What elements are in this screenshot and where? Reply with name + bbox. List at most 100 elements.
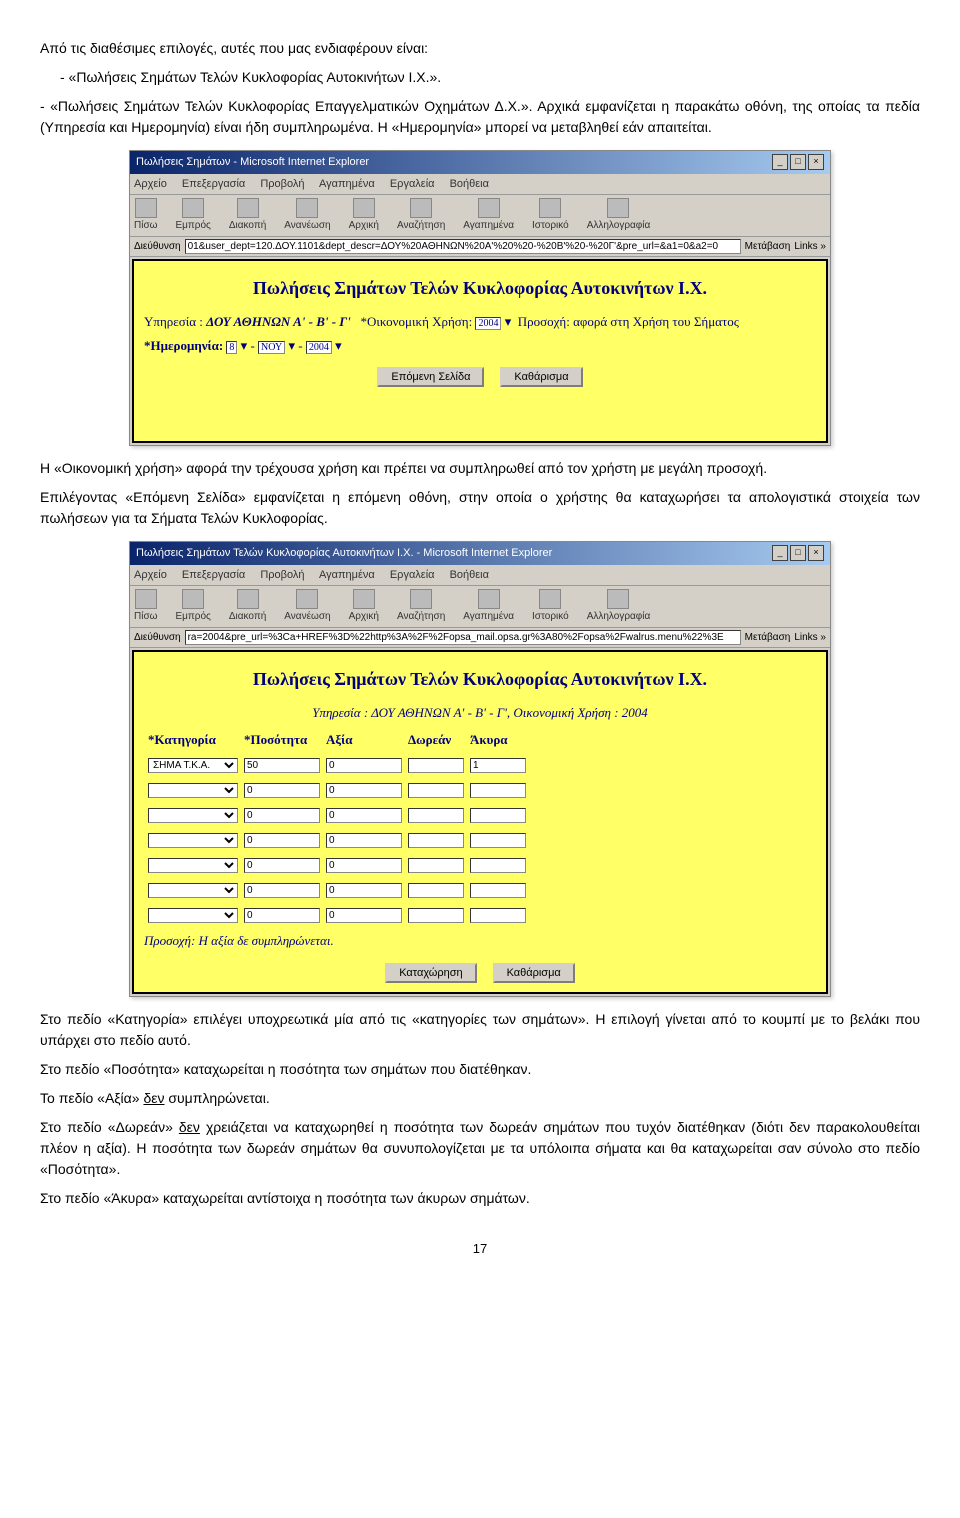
tb-home[interactable]: Αρχική [349, 589, 379, 624]
tb-stop[interactable]: Διακοπή [229, 589, 266, 624]
close-icon[interactable]: × [808, 545, 824, 561]
val-input[interactable] [326, 758, 402, 773]
menu-item[interactable]: Προβολή [260, 178, 304, 190]
menu-item[interactable]: Αρχείο [134, 178, 167, 190]
address-bar-2: Διεύθυνση Μετάβαση Links » [130, 628, 830, 648]
col-quantity: *Ποσότητα [242, 729, 322, 751]
val-input[interactable] [326, 783, 402, 798]
invalid-paragraph: Στο πεδίο «Άκυρα» καταχωρείται αντίστοιχ… [40, 1188, 920, 1209]
address-input[interactable] [185, 630, 741, 645]
menu-item[interactable]: Επεξεργασία [182, 569, 245, 581]
links-label[interactable]: Links » [794, 239, 826, 254]
menu-item[interactable]: Αγαπημένα [319, 569, 375, 581]
inv-input[interactable] [470, 783, 526, 798]
col-invalid: Άκυρα [468, 729, 528, 751]
tb-mail[interactable]: Αλληλογραφία [587, 198, 651, 233]
inv-input[interactable] [470, 858, 526, 873]
qty-input[interactable] [244, 808, 320, 823]
menu-item[interactable]: Αρχείο [134, 569, 167, 581]
menu-item[interactable]: Εργαλεία [390, 178, 435, 190]
clear-button[interactable]: Καθάρισμα [500, 367, 582, 387]
inv-input[interactable] [470, 808, 526, 823]
inv-input[interactable] [470, 758, 526, 773]
inv-input[interactable] [470, 833, 526, 848]
free-input[interactable] [408, 758, 464, 773]
economy-select[interactable]: 2004 [475, 317, 501, 330]
menu-item[interactable]: Αγαπημένα [319, 178, 375, 190]
free-input[interactable] [408, 808, 464, 823]
links-label[interactable]: Links » [794, 630, 826, 645]
category-select[interactable] [148, 858, 238, 873]
category-select[interactable] [148, 883, 238, 898]
tb-stop[interactable]: Διακοπή [229, 198, 266, 233]
menu-item[interactable]: Επεξεργασία [182, 178, 245, 190]
menu-item[interactable]: Εργαλεία [390, 569, 435, 581]
form-area-2: Πωλήσεις Σημάτων Τελών Κυκλοφορίας Αυτοκ… [132, 650, 828, 994]
col-category: *Κατηγορία [146, 729, 240, 751]
tb-fav[interactable]: Αγαπημένα [463, 589, 514, 624]
minimize-icon[interactable]: _ [772, 545, 788, 561]
clear-button[interactable]: Καθάρισμα [493, 963, 575, 983]
category-select[interactable] [148, 783, 238, 798]
maximize-icon[interactable]: □ [790, 545, 806, 561]
next-page-button[interactable]: Επόμενη Σελίδα [377, 367, 484, 387]
tb-fav[interactable]: Αγαπημένα [463, 198, 514, 233]
qty-input[interactable] [244, 858, 320, 873]
inv-input[interactable] [470, 908, 526, 923]
table-row [146, 877, 528, 900]
menubar-1: Αρχείο Επεξεργασία Προβολή Αγαπημένα Εργ… [130, 174, 830, 196]
close-icon[interactable]: × [808, 154, 824, 170]
menu-item[interactable]: Βοήθεια [450, 569, 489, 581]
tb-search[interactable]: Αναζήτηση [397, 589, 445, 624]
menu-item[interactable]: Προβολή [260, 569, 304, 581]
free-input[interactable] [408, 783, 464, 798]
tb-mail[interactable]: Αλληλογραφία [587, 589, 651, 624]
minimize-icon[interactable]: _ [772, 154, 788, 170]
qty-input[interactable] [244, 783, 320, 798]
go-button[interactable]: Μετάβαση [745, 239, 791, 254]
free-input[interactable] [408, 883, 464, 898]
inv-input[interactable] [470, 883, 526, 898]
tb-search[interactable]: Αναζήτηση [397, 198, 445, 233]
category-select[interactable] [148, 908, 238, 923]
tb-back[interactable]: Πίσω [134, 198, 157, 233]
val-input[interactable] [326, 858, 402, 873]
val-input[interactable] [326, 908, 402, 923]
window-controls-1: _ □ × [772, 154, 824, 171]
free-input[interactable] [408, 833, 464, 848]
qty-input[interactable] [244, 908, 320, 923]
qty-input[interactable] [244, 758, 320, 773]
tb-refresh[interactable]: Ανανέωση [284, 198, 330, 233]
save-button[interactable]: Καταχώρηση [385, 963, 476, 983]
free-input[interactable] [408, 908, 464, 923]
service-line-2: Υπηρεσία : ΔΟΥ ΑΘΗΝΩΝ Α' - Β' - Γ', Οικο… [144, 703, 816, 723]
maximize-icon[interactable]: □ [790, 154, 806, 170]
address-input[interactable] [185, 239, 741, 254]
date-day[interactable]: 8 [226, 341, 237, 354]
tb-fwd[interactable]: Εμπρός [175, 589, 210, 624]
tb-back[interactable]: Πίσω [134, 589, 157, 624]
free-input[interactable] [408, 858, 464, 873]
tb-refresh[interactable]: Ανανέωση [284, 589, 330, 624]
val-input[interactable] [326, 808, 402, 823]
tb-history[interactable]: Ιστορικό [532, 198, 569, 233]
table-row: ΣΗΜΑ Τ.Κ.Α. [146, 752, 528, 775]
menu-item[interactable]: Βοήθεια [450, 178, 489, 190]
qty-input[interactable] [244, 833, 320, 848]
val-input[interactable] [326, 833, 402, 848]
category-select[interactable]: ΣΗΜΑ Τ.Κ.Α. [148, 758, 238, 773]
go-button[interactable]: Μετάβαση [745, 630, 791, 645]
category-select[interactable] [148, 808, 238, 823]
window-title-1: Πωλήσεις Σημάτων - Microsoft Internet Ex… [136, 154, 369, 171]
category-select[interactable] [148, 833, 238, 848]
date-month[interactable]: ΝΟΥ [258, 341, 285, 354]
tb-home[interactable]: Αρχική [349, 198, 379, 233]
tb-fwd[interactable]: Εμπρός [175, 198, 210, 233]
val-input[interactable] [326, 883, 402, 898]
titlebar-2: Πωλήσεις Σημάτων Τελών Κυκλοφορίας Αυτοκ… [130, 542, 830, 565]
bullet-2: - «Πωλήσεις Σημάτων Τελών Κυκλοφορίας Επ… [40, 96, 920, 138]
date-year[interactable]: 2004 [306, 341, 332, 354]
app-title-2: Πωλήσεις Σημάτων Τελών Κυκλοφορίας Αυτοκ… [144, 666, 816, 693]
tb-history[interactable]: Ιστορικό [532, 589, 569, 624]
qty-input[interactable] [244, 883, 320, 898]
